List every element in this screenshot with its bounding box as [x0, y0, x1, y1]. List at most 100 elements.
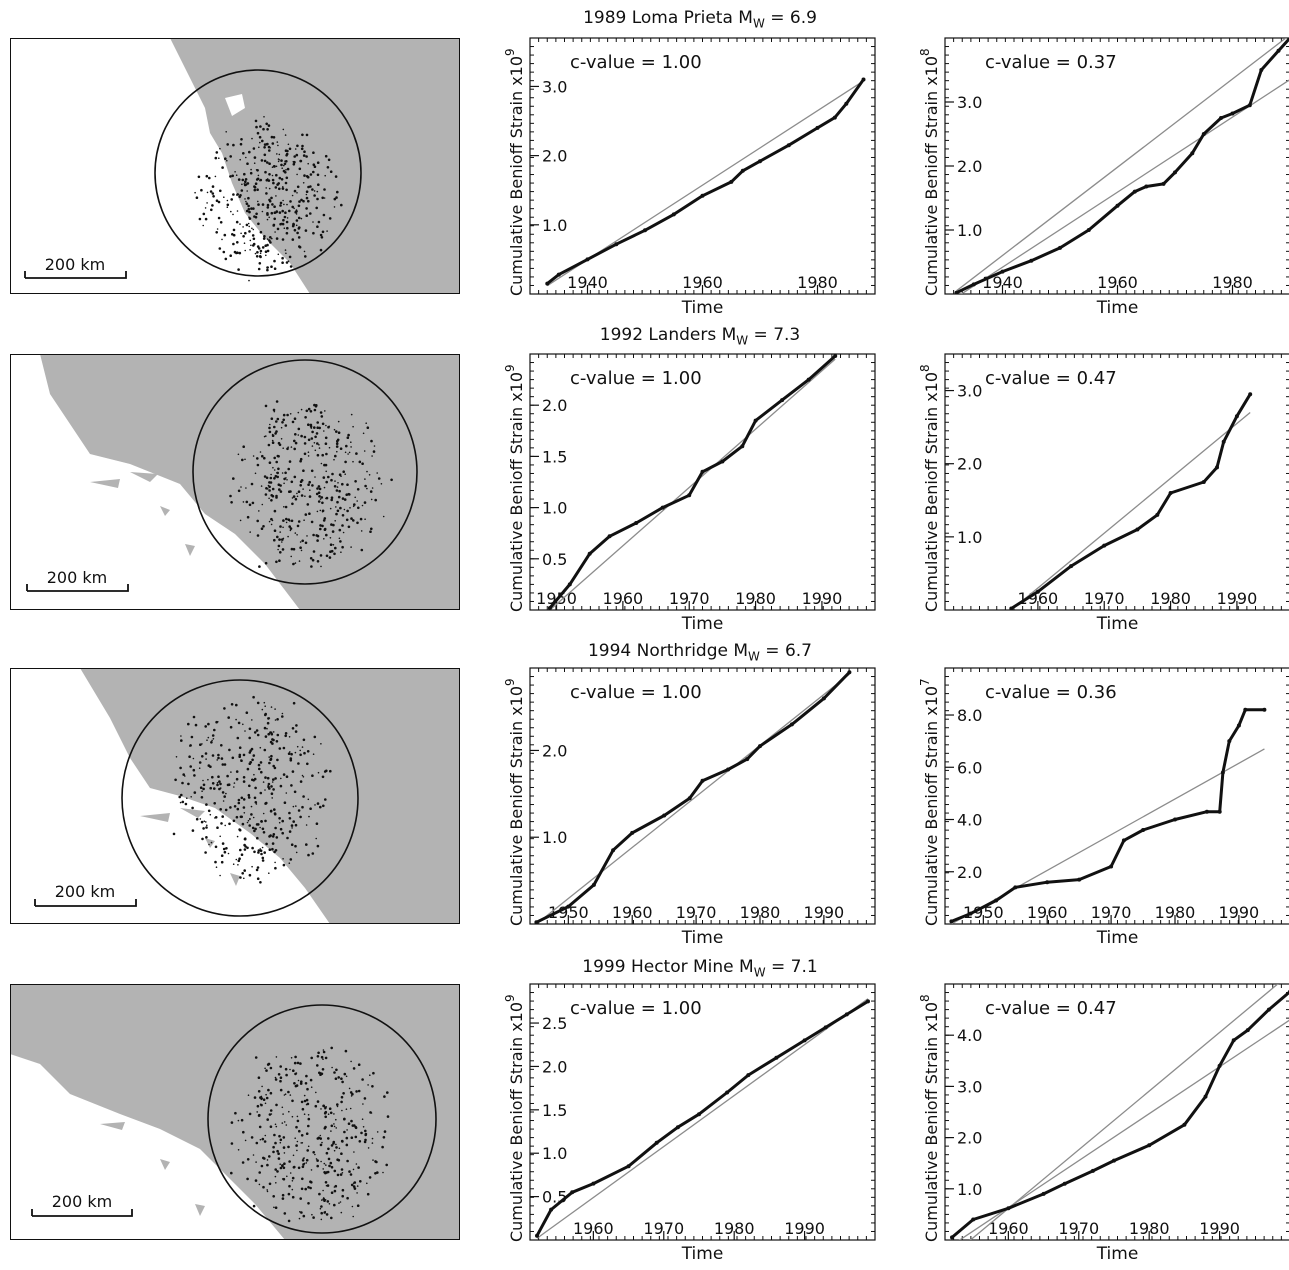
epicenter-dot — [293, 806, 295, 808]
epicenter-dot — [352, 426, 354, 428]
epicenter-dot — [318, 221, 321, 224]
epicenter-dot — [339, 1148, 341, 1150]
epicenter-dot — [253, 1205, 256, 1208]
epicenter-dot — [301, 550, 303, 552]
epicenter-dot — [246, 224, 249, 227]
data-point — [824, 1025, 828, 1029]
epicenter-dot — [356, 1192, 358, 1194]
epicenter-dot — [227, 200, 229, 202]
epicenter-dot — [202, 788, 205, 791]
epicenter-dot — [227, 204, 230, 207]
epicenter-dot — [290, 527, 293, 530]
epicenter-dot — [233, 820, 236, 823]
epicenter-dot — [325, 1181, 328, 1184]
epicenter-dot — [280, 1167, 283, 1170]
epicenter-dot — [313, 550, 316, 553]
epicenter-dot — [195, 724, 198, 727]
epicenter-dot — [238, 1149, 240, 1151]
epicenter-dot — [231, 175, 234, 178]
epicenter-dot — [324, 1108, 326, 1110]
epicenter-dot — [316, 1064, 319, 1067]
epicenter-dot — [336, 1103, 339, 1106]
epicenter-dot — [348, 1170, 351, 1173]
epicenter-dot — [316, 426, 319, 429]
x-tick-label: 1980 — [1150, 589, 1191, 608]
epicenter-dot — [258, 768, 261, 771]
epicenter-dot — [200, 189, 203, 192]
epicenter-dot — [334, 206, 336, 208]
epicenter-dot — [255, 126, 258, 129]
epicenter-dot — [260, 792, 263, 795]
epicenter-dot — [199, 218, 202, 221]
epicenter-dot — [292, 563, 295, 566]
epicenter-dot — [350, 1108, 352, 1110]
epicenter-dot — [311, 431, 314, 434]
epicenter-dot — [295, 1144, 298, 1147]
epicenter-dot — [269, 424, 271, 426]
epicenter-dot — [298, 236, 301, 239]
epicenter-dot — [272, 1151, 275, 1154]
data-point — [1222, 440, 1226, 444]
epicenter-dot — [188, 755, 191, 758]
epicenter-dot — [258, 147, 260, 149]
epicenter-dot — [347, 453, 349, 455]
epicenter-dot — [314, 736, 317, 739]
epicenter-dot — [245, 183, 248, 186]
epicenter-dot — [201, 796, 204, 799]
epicenter-dot — [282, 472, 284, 474]
epicenter-dot — [273, 218, 276, 221]
epicenter-dot — [347, 434, 350, 437]
epicenter-dot — [266, 728, 268, 730]
epicenter-dot — [308, 799, 310, 801]
epicenter-dot — [276, 166, 278, 168]
epicenter-dot — [282, 713, 284, 715]
epicenter-dot — [317, 511, 319, 513]
epicenter-dot — [377, 1131, 379, 1133]
epicenter-dot — [230, 726, 233, 729]
epicenter-dot — [265, 1135, 267, 1137]
y-tick-label: 1.5 — [542, 1101, 567, 1120]
epicenter-dot — [296, 493, 298, 495]
epicenter-dot — [329, 556, 332, 559]
epicenter-dot — [231, 1121, 234, 1124]
epicenter-dot — [298, 520, 301, 523]
epicenter-dot — [282, 187, 285, 190]
epicenter-dot — [269, 848, 272, 851]
epicenter-dot — [353, 1151, 355, 1153]
epicenter-dot — [263, 146, 266, 149]
epicenter-dot — [319, 528, 322, 531]
data-point — [1243, 708, 1247, 712]
epicenter-dot — [320, 1208, 322, 1210]
epicenter-dot — [310, 565, 313, 568]
epicenter-dot — [318, 772, 320, 774]
epicenter-dot — [215, 816, 218, 819]
epicenter-dot — [281, 715, 284, 718]
epicenter-dot — [238, 1120, 240, 1122]
epicenter-dot — [258, 175, 260, 177]
epicenter-dot — [285, 249, 287, 251]
epicenter-dot — [292, 223, 295, 226]
y-tick-label: 2.0 — [542, 1057, 567, 1076]
epicenter-dot — [299, 484, 302, 487]
epicenter-dot — [248, 1094, 250, 1096]
epicenter-dot — [352, 519, 355, 522]
epicenter-dot — [369, 1074, 371, 1076]
epicenter-dot — [220, 822, 223, 825]
epicenter-dot — [212, 185, 215, 188]
data-point — [570, 1190, 574, 1194]
epicenter-dot — [252, 207, 255, 210]
epicenter-dot — [309, 489, 311, 491]
epicenter-dot — [201, 755, 204, 758]
epicenter-dot — [279, 223, 282, 226]
epicenter-dot — [260, 820, 263, 823]
epicenter-dot — [353, 1185, 356, 1188]
epicenter-dot — [208, 737, 210, 739]
epicenter-dot — [279, 154, 281, 156]
epicenter-dot — [272, 224, 275, 227]
data-point — [758, 159, 762, 163]
epicenter-dot — [335, 506, 337, 508]
epicenter-dot — [322, 1105, 325, 1108]
epicenter-dot — [253, 147, 256, 150]
epicenter-dot — [279, 177, 282, 180]
epicenter-dot — [340, 1077, 343, 1080]
